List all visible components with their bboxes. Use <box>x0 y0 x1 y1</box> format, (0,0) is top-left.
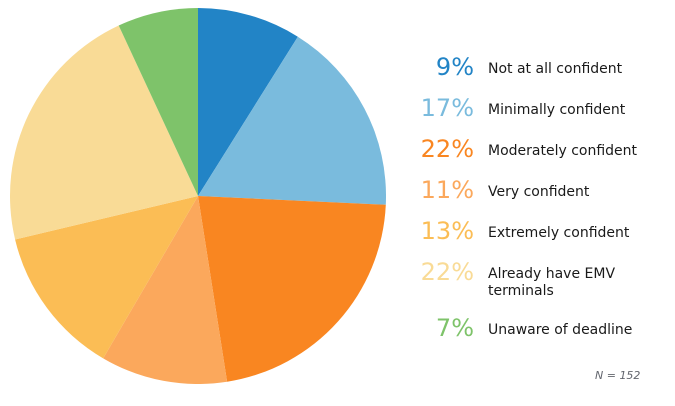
legend-label: Unaware of deadline <box>488 322 633 338</box>
pie-slice-6 <box>118 8 198 196</box>
pie-slice-5 <box>10 25 198 240</box>
legend-row: 13% Extremely confident <box>406 218 666 244</box>
legend-label: Moderately confident <box>488 143 638 159</box>
pie-chart <box>10 8 386 384</box>
legend-row: 11% Very confident <box>406 177 666 203</box>
legend-percent: 9% <box>435 53 474 81</box>
legend-row: 22% Already have EMV terminals <box>406 259 666 300</box>
legend: 9% Not at all confident 17% Minimally co… <box>406 54 666 356</box>
pie-slice-1 <box>198 36 386 205</box>
pie-slice-3 <box>103 196 228 384</box>
legend-row: 9% Not at all confident <box>406 54 666 80</box>
pie-slice-0 <box>198 8 298 196</box>
sample-size-note: N = 152 <box>595 369 641 382</box>
legend-label: Minimally confident <box>488 102 626 118</box>
legend-percent: 17% <box>420 94 474 122</box>
legend-row: 7% Unaware of deadline <box>406 315 666 341</box>
legend-label: Not at all confident <box>488 61 623 77</box>
pie-slice-4 <box>15 196 199 359</box>
legend-percent: 11% <box>420 176 474 204</box>
legend-percent: 7% <box>435 314 474 342</box>
legend-percent: 22% <box>420 135 474 163</box>
legend-row: 17% Minimally confident <box>406 95 666 121</box>
pie-slice-2 <box>198 196 386 382</box>
legend-label: Extremely confident <box>488 225 630 241</box>
legend-row: 22% Moderately confident <box>406 136 666 162</box>
legend-label: Already have EMV terminals <box>488 266 616 299</box>
legend-label: Very confident <box>488 184 590 200</box>
legend-percent: 22% <box>420 258 474 286</box>
legend-percent: 13% <box>420 217 474 245</box>
